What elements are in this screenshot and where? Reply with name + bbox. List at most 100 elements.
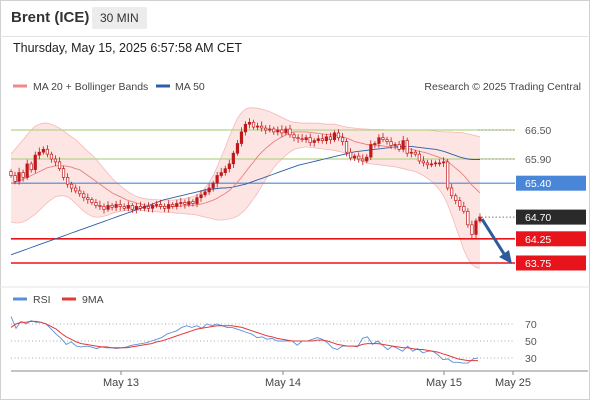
candle-body xyxy=(17,172,21,182)
candle-body xyxy=(33,154,37,170)
candle-body xyxy=(264,127,268,131)
candle-body xyxy=(401,140,405,150)
candle-body xyxy=(409,151,413,154)
candle xyxy=(454,193,458,205)
level-tag-64-25: 64.25 xyxy=(516,231,586,247)
candle-body xyxy=(126,205,130,209)
candle-body xyxy=(239,131,244,144)
candle-body xyxy=(365,156,369,162)
candle xyxy=(175,199,179,210)
level-tag-label: 64.70 xyxy=(525,212,551,224)
candle-body xyxy=(138,206,142,209)
candle xyxy=(288,124,292,138)
candle xyxy=(446,158,450,191)
candle-body xyxy=(405,140,409,154)
level-tag-bg xyxy=(516,175,586,191)
candle-body xyxy=(37,151,41,156)
candle-body xyxy=(191,201,195,204)
candle-body xyxy=(389,141,393,146)
candle-body xyxy=(288,128,292,136)
candle xyxy=(130,203,134,213)
candle-body xyxy=(195,197,199,204)
candle-body xyxy=(203,191,207,196)
candle xyxy=(215,171,219,188)
candle-body xyxy=(397,144,401,150)
candle xyxy=(41,146,45,155)
candle xyxy=(344,138,349,157)
candle xyxy=(357,152,361,163)
candle-body xyxy=(470,224,474,235)
candle-body xyxy=(466,210,470,226)
candle xyxy=(179,197,183,208)
candle xyxy=(361,154,365,166)
candle-body xyxy=(272,128,276,133)
candle xyxy=(126,201,130,212)
rsi-tick-label: 70 xyxy=(525,319,537,331)
candle-body xyxy=(393,144,397,146)
candle-body xyxy=(369,144,373,158)
candle-body xyxy=(276,129,280,133)
x-axis-labels: May 13 May 14 May 15 May 25 xyxy=(103,371,531,389)
candle-body xyxy=(377,137,381,144)
candle-body xyxy=(163,206,167,209)
candle xyxy=(292,132,296,142)
candle-body xyxy=(57,161,62,170)
candle xyxy=(397,140,401,152)
candle xyxy=(239,127,244,147)
candle-body xyxy=(454,195,458,201)
candle-body xyxy=(134,206,138,210)
candle-body xyxy=(340,137,345,142)
candle xyxy=(304,134,308,143)
candle-body xyxy=(146,206,151,209)
candle xyxy=(312,138,316,147)
candle xyxy=(466,208,470,228)
candle-body xyxy=(328,136,333,141)
candle xyxy=(53,155,58,167)
candle xyxy=(45,145,49,158)
level-tags: 66.50 65.90 65.40 64.70 64.25 63.75 xyxy=(516,125,586,271)
candle-body xyxy=(9,171,13,176)
timeframe-button[interactable]: 30 MIN xyxy=(92,7,147,29)
x-axis-label: May 14 xyxy=(265,377,301,389)
candle xyxy=(146,202,151,212)
candle xyxy=(458,197,462,211)
candle-body xyxy=(211,182,215,189)
candle xyxy=(211,180,215,192)
price-legend: MA 20 + Bollinger Bands MA 50 Research ©… xyxy=(13,81,581,93)
level-tag-label: 63.75 xyxy=(525,258,551,270)
candle xyxy=(167,200,171,213)
candle xyxy=(138,201,142,211)
candle xyxy=(478,213,482,224)
candle-body xyxy=(421,160,425,164)
candle xyxy=(86,193,90,204)
candle xyxy=(183,199,187,209)
candle xyxy=(21,169,25,182)
rsi-tick-label: 50 xyxy=(525,336,537,348)
candle-body xyxy=(478,216,482,222)
candle-body xyxy=(122,206,126,209)
candle-body xyxy=(344,141,349,153)
candle-body xyxy=(316,138,320,141)
candle-body xyxy=(142,206,147,209)
rsi-legend: RSI 9MA xyxy=(13,294,104,306)
candlesticks xyxy=(9,118,482,239)
candle xyxy=(199,190,203,202)
candle-body xyxy=(207,187,211,193)
rsi-series-9ma xyxy=(10,320,478,362)
candle-body xyxy=(78,190,82,195)
candle xyxy=(256,122,260,131)
candle xyxy=(66,173,70,188)
candle xyxy=(409,148,413,158)
candle-body xyxy=(154,204,159,206)
candle xyxy=(247,118,252,129)
level-tag-65-90: 65.90 xyxy=(525,154,551,166)
candle xyxy=(340,133,345,146)
rsi-series-rsi xyxy=(10,316,479,364)
candle xyxy=(324,133,328,145)
candle xyxy=(405,137,409,157)
candle xyxy=(280,125,284,138)
candle xyxy=(320,134,324,144)
rsi-panel: 70 50 30 xyxy=(10,316,537,365)
candle xyxy=(187,197,191,207)
candle-body xyxy=(45,148,49,155)
